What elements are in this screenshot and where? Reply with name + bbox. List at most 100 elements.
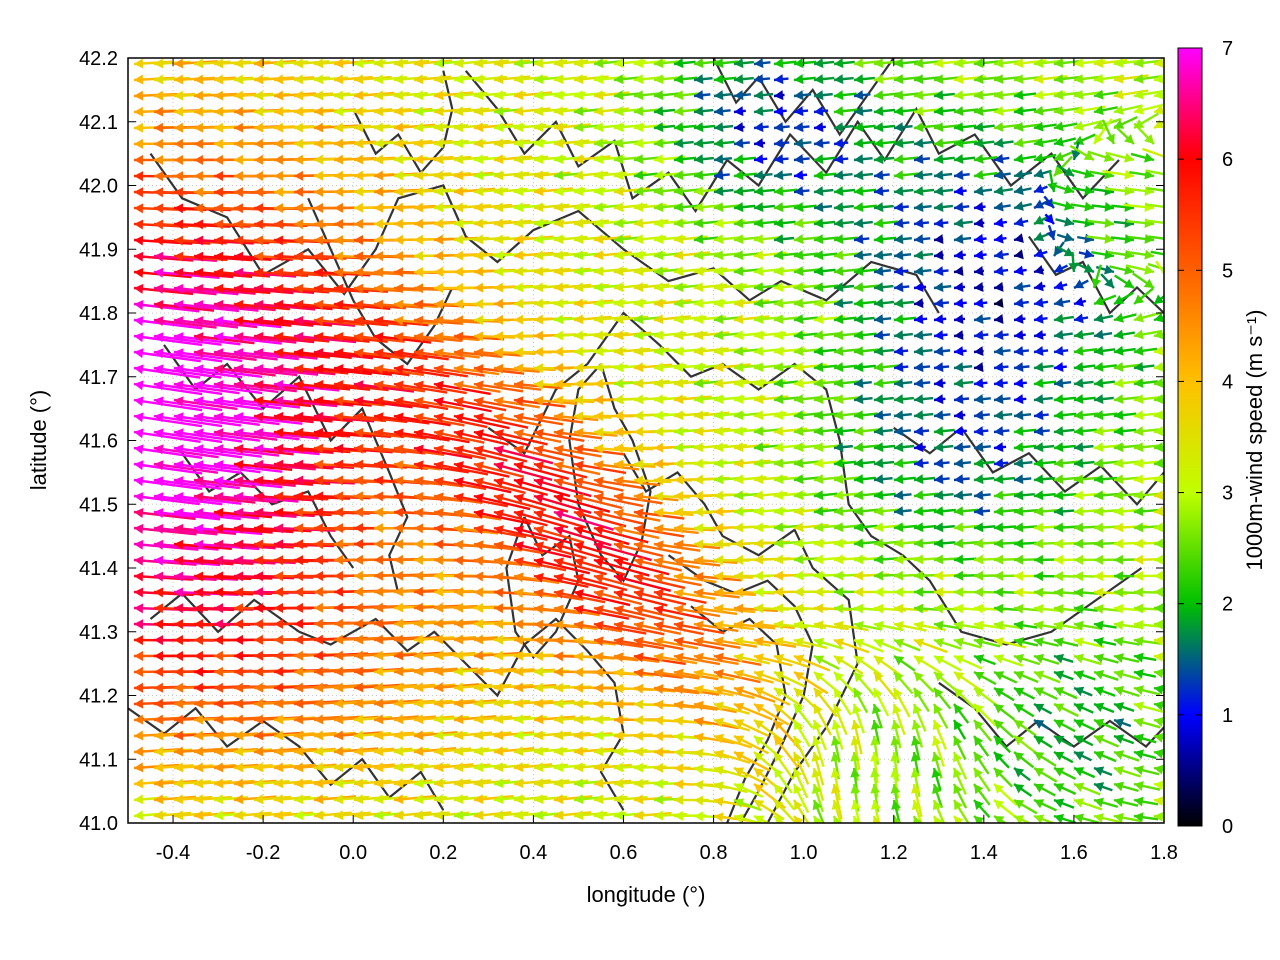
wind-arrow	[133, 283, 194, 296]
wind-arrow	[1013, 735, 1038, 755]
wind-arrow	[693, 170, 719, 181]
wind-arrow	[733, 619, 776, 630]
wind-arrow	[1013, 798, 1038, 815]
wind-arrow	[973, 282, 984, 292]
wind-arrow	[633, 362, 673, 373]
wind-arrow	[893, 250, 912, 261]
wind-arrow	[893, 282, 910, 293]
wind-arrow	[733, 652, 771, 665]
wind-arrow	[633, 378, 670, 389]
colorbar-tick-label: 1	[1222, 705, 1233, 727]
wind-arrow	[713, 587, 757, 598]
wind-arrow	[633, 186, 662, 197]
wind-arrow	[853, 474, 877, 485]
wind-arrow	[1013, 362, 1030, 373]
wind-arrow	[734, 829, 770, 839]
wind-arrow	[473, 778, 511, 789]
wind-arrow	[373, 90, 410, 101]
wind-arrow	[933, 202, 954, 213]
wind-arrow	[733, 122, 745, 133]
wind-arrow	[613, 778, 649, 789]
wind-arrow	[993, 330, 1009, 341]
wind-arrow	[893, 346, 909, 357]
wind-arrow	[133, 300, 200, 313]
wind-arrow	[673, 410, 709, 421]
wind-arrow	[793, 186, 810, 197]
wind-arrow	[853, 426, 882, 437]
wind-arrow	[453, 476, 512, 494]
wind-arrow	[993, 506, 1018, 517]
wind-arrow	[413, 74, 452, 85]
wind-arrow	[653, 122, 676, 133]
wind-arrow	[733, 346, 762, 357]
wind-arrow	[872, 687, 890, 717]
wind-arrow	[473, 540, 522, 552]
wind-arrow	[833, 638, 870, 654]
wind-arrow	[973, 378, 988, 389]
wind-arrow	[913, 378, 931, 389]
wind-arrow	[873, 490, 896, 501]
wind-arrow	[773, 170, 793, 181]
wind-arrow	[1153, 700, 1164, 711]
wind-arrow	[553, 411, 599, 422]
wind-arrow	[1053, 442, 1076, 453]
wind-arrow	[773, 815, 785, 823]
wind-arrow	[453, 170, 494, 181]
wind-arrow	[813, 490, 838, 501]
wind-arrow	[913, 282, 927, 293]
wind-arrow	[853, 330, 877, 341]
wind-arrow	[693, 555, 738, 566]
wind-arrow	[1070, 201, 1095, 212]
wind-arrow	[713, 636, 758, 648]
wind-arrow	[1053, 620, 1083, 631]
wind-arrow	[1133, 685, 1161, 696]
wind-arrow	[1133, 329, 1162, 340]
wind-arrow	[133, 555, 197, 566]
wind-arrow	[953, 671, 982, 692]
wind-arrow	[553, 266, 591, 277]
wind-arrow	[473, 218, 512, 229]
wind-arrow	[173, 762, 214, 773]
wind-arrow	[953, 637, 982, 649]
wind-arrow	[913, 638, 948, 654]
wind-arrow	[893, 442, 915, 453]
wind-arrow	[893, 362, 909, 373]
wind-arrow	[493, 218, 532, 229]
wind-arrow	[673, 588, 716, 600]
wind-arrow	[873, 655, 903, 677]
wind-arrow	[733, 170, 757, 181]
wind-arrow	[973, 249, 987, 260]
wind-arrow	[873, 58, 902, 69]
wind-arrow	[173, 523, 237, 536]
wind-arrow	[513, 412, 564, 426]
wind-arrow	[313, 90, 351, 101]
wind-arrow	[753, 282, 780, 293]
wind-arrow	[173, 476, 240, 490]
wind-arrow	[1013, 410, 1032, 421]
wind-arrow	[993, 233, 1007, 244]
wind-arrow	[673, 202, 700, 213]
wind-arrow	[1153, 716, 1164, 727]
wind-arrow	[931, 751, 943, 779]
wind-arrow	[353, 778, 392, 789]
wind-arrow	[793, 170, 808, 181]
wind-arrow	[993, 201, 1011, 212]
wind-arrow	[1033, 734, 1053, 749]
wind-arrow	[713, 603, 756, 614]
wind-arrow	[833, 234, 858, 245]
wind-arrow	[993, 265, 1009, 276]
wind-arrow	[533, 379, 572, 390]
wind-arrow	[193, 491, 256, 504]
wind-arrow	[413, 746, 457, 757]
wind-arrow	[453, 524, 499, 535]
wind-arrow	[273, 443, 334, 455]
wind-arrow	[173, 444, 243, 459]
wind-arrow	[773, 58, 797, 69]
wind-arrow	[1073, 587, 1100, 598]
wind-arrow	[473, 714, 513, 725]
wind-arrow	[1053, 702, 1079, 718]
wind-arrow	[873, 378, 899, 389]
wind-arrow	[1093, 813, 1123, 823]
wind-arrow	[1073, 279, 1089, 290]
wind-arrow	[993, 686, 1015, 702]
